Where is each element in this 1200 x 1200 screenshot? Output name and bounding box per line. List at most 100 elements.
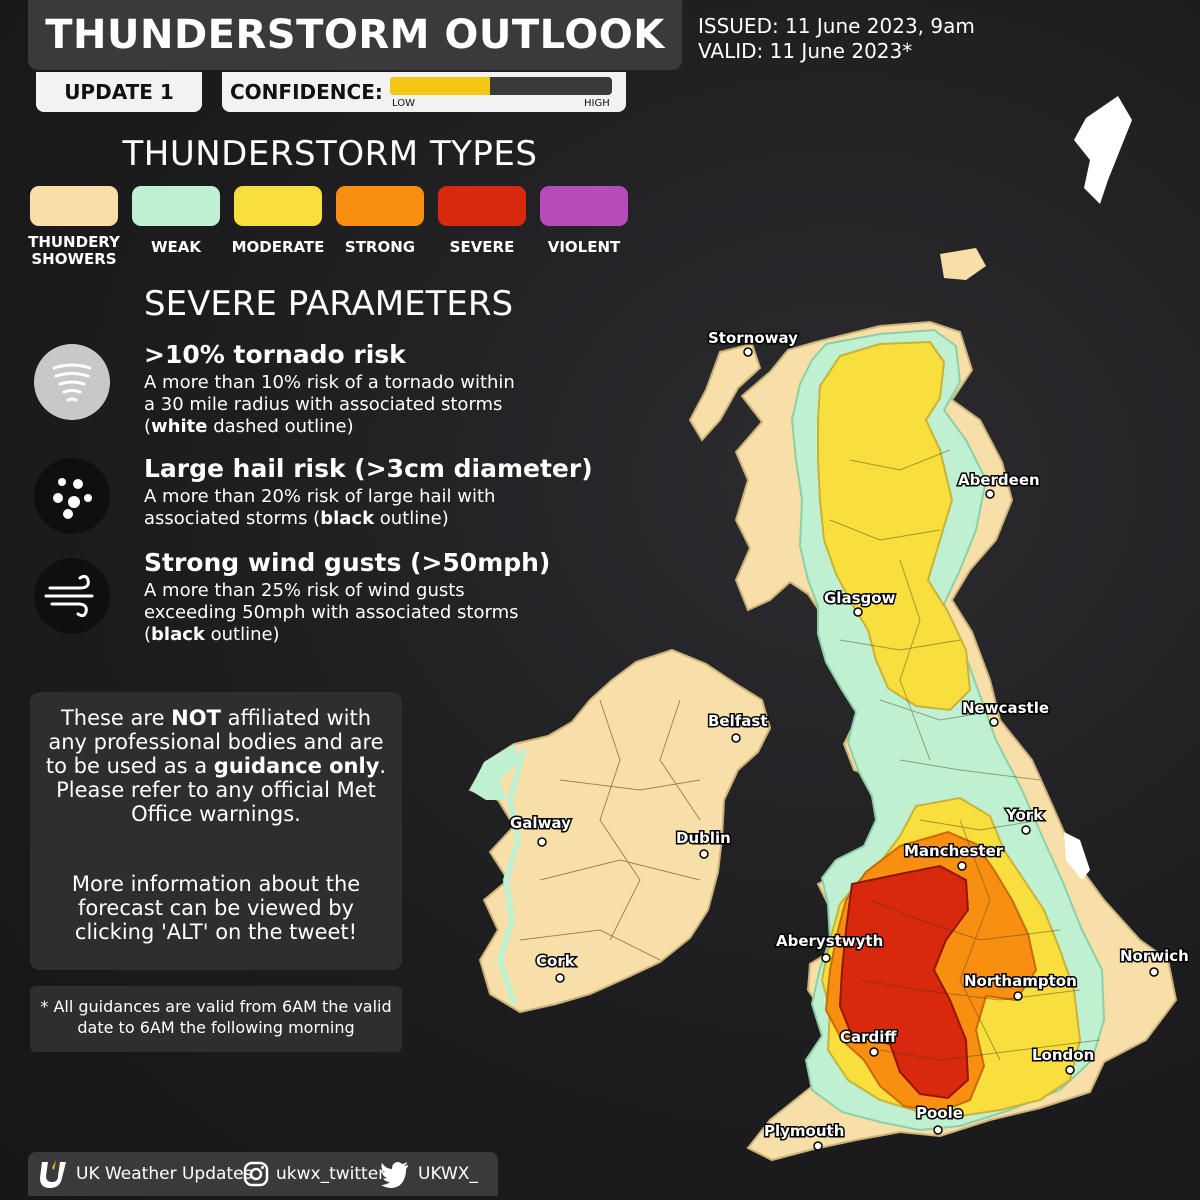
city-manchester: Manchester [903,841,1005,871]
city-poole: Poole [915,1103,964,1135]
disclaimer-box: These are NOT affiliated with any profes… [30,692,402,970]
city-newcastle: Newcastle [961,698,1051,727]
swatch-label-severe: SEVERE [449,238,515,256]
svg-text:Aberdeen: Aberdeen [958,471,1040,489]
swatch-label-violent: VIOLENT [547,238,621,256]
svg-text:Glasgow: Glasgow [824,589,896,607]
outer-hebrides [688,342,762,442]
ireland-west-band [496,747,527,1005]
svg-text:Galway: Galway [510,814,571,832]
city-northampton: Northampton [963,971,1078,1001]
validity-note: * All guidances are valid from 6AM the v… [30,986,402,1052]
swatch-label-weak: WEAK [150,238,202,256]
hail-heading: Large hail risk (>3cm diameter) [144,454,593,483]
svg-text:Stornoway: Stornoway [708,329,798,347]
svg-text:Belfast: Belfast [708,712,768,730]
hail-outline-color: black [320,508,375,529]
svg-text:Cork: Cork [536,952,576,970]
tornado-heading: >10% tornado risk [144,340,406,369]
confidence-label: CONFIDENCE: [230,80,383,104]
confidence-bar [390,77,612,95]
svg-text:York: York [1005,806,1044,824]
swatch-violent [540,186,628,226]
swatch-label-strong: STRONG [344,238,416,256]
wind-desc-line-3: (black outline) [144,624,280,645]
title-banner: THUNDERSTORM OUTLOOK [28,0,682,70]
svg-text:Poole: Poole [916,1104,963,1122]
wind-outline-rest: outline) [204,624,280,645]
swatch-moderate [234,186,322,226]
city-galway: Galway [509,813,573,847]
twitter-icon [381,1162,408,1188]
svg-text:Plymouth: Plymouth [764,1122,844,1140]
ireland-weak-band [470,744,520,800]
tornado-desc-line-2: a 30 mile radius with associated storms [144,394,503,415]
more-info-text: More information about the forecast can … [71,872,361,944]
city-aberdeen: Aberdeen [957,470,1041,499]
valid-date: VALID: 11 June 2023* [698,39,913,63]
hail-outline-rest: outline) [374,508,449,529]
tornado-outline-color: white [151,416,208,437]
wind-outline-color: black [151,624,205,645]
tornado-outline-rest: dashed outline) [207,416,354,437]
page-title: THUNDERSTORM OUTLOOK [45,12,665,58]
svg-text:Manchester: Manchester [904,842,1004,860]
city-york: York [1004,805,1046,835]
swatch-strong [336,186,424,226]
hail-icon [34,458,110,534]
confidence-low-label: LOW [392,98,415,109]
swatch-thundery-showers [30,186,118,226]
svg-text:Dublin: Dublin [676,829,731,847]
hail-desc-line-2-text: associated storms ( [144,508,321,529]
wind-desc-line-1: A more than 25% risk of wind gusts [144,580,465,601]
twitter-handle[interactable]: UKWX_ [418,1164,478,1184]
wind-icon [34,558,110,634]
swatch-severe [438,186,526,226]
disclaimer-text: These are NOT affiliated with any profes… [45,706,387,826]
update-label: UPDATE 1 [64,80,174,104]
update-badge: UPDATE 1 [36,72,202,112]
tornado-description: A more than 10% risk of a tornado within… [144,372,564,438]
hail-desc-line-1: A more than 20% risk of large hail with [144,486,496,507]
tornado-desc-line-1: A more than 10% risk of a tornado within [144,372,515,393]
types-title: THUNDERSTORM TYPES [122,134,538,174]
confidence-high-label: HIGH [584,98,610,109]
city-plymouth: Plymouth [763,1121,846,1151]
swatch-label-thundery-showers: THUNDERY SHOWERS [28,233,120,268]
svg-text:London: London [1032,1046,1094,1064]
city-aberystwyth: Aberystwyth [775,931,885,963]
gb-borders [829,449,1101,1061]
severe-title: SEVERE PARAMETERS [144,284,514,324]
city-norwich: Norwich [1119,946,1190,977]
instagram-handle[interactable]: ukwx_twitter [276,1164,386,1184]
city-london: London [1031,1045,1096,1075]
brand-logo-icon [40,1160,66,1188]
severe-zone [838,864,970,1100]
city-dublin: Dublin [675,828,732,859]
issued-date: ISSUED: 11 June 2023, 9am [698,14,975,38]
city-stornoway: Stornoway [707,328,800,357]
wind-desc-line-2: exceeding 50mph with associated storms [144,602,519,623]
tornado-icon [34,344,110,420]
svg-text:Northampton: Northampton [964,972,1077,990]
city-cork: Cork [535,951,577,983]
orkney-islands [940,248,986,280]
confidence-fill [390,77,490,95]
city-belfast: Belfast [707,711,769,743]
east-coast-strip [1064,832,1090,880]
brand-name: UK Weather Updates [76,1164,253,1184]
swatch-label-moderate: MODERATE [231,238,325,256]
validity-text: * All guidances are valid from 6AM the v… [40,997,392,1037]
tornado-desc-line-3: (white dashed outline) [144,416,354,437]
city-cardiff: Cardiff [839,1027,899,1057]
swatch-weak [132,186,220,226]
svg-text:Aberystwyth: Aberystwyth [776,932,883,950]
city-glasgow: Glasgow [823,588,897,617]
hail-description: A more than 20% risk of large hail with … [144,486,564,530]
ireland-borders [519,699,701,961]
shetland-islands [1074,96,1132,204]
hail-desc-line-2: associated storms (black outline) [144,508,564,530]
wind-description: A more than 25% risk of wind gusts excee… [144,580,564,646]
moderate-zone-north [817,340,972,712]
